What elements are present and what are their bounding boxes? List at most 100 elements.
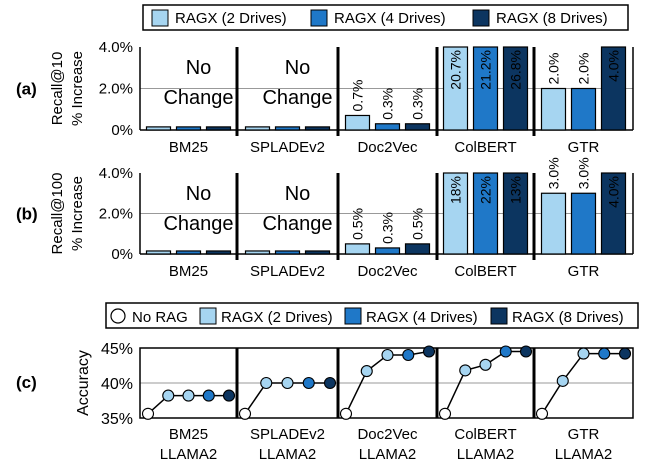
x-tick-label: LLAMA2 xyxy=(259,446,317,463)
bar-data-label: 20.7% xyxy=(448,50,464,90)
data-point xyxy=(459,364,472,377)
data-point xyxy=(360,365,373,378)
bar-data-label: 0.3% xyxy=(380,212,396,244)
x-tick-label: BM25 xyxy=(169,426,208,443)
bar xyxy=(472,172,499,255)
y-tick-label: 0% xyxy=(111,122,133,139)
bar-data-label: 3.0% xyxy=(576,157,592,189)
bar xyxy=(540,87,567,131)
data-point xyxy=(238,407,252,420)
bar xyxy=(404,123,431,131)
bar xyxy=(570,192,597,255)
y-tick-label: 0% xyxy=(111,246,133,263)
x-tick-label: SPLADEv2 xyxy=(250,426,325,443)
legend-swatch xyxy=(472,9,490,27)
y-tick-label: 45% xyxy=(101,341,133,358)
bar xyxy=(274,126,301,131)
x-tick-label: SPLADEv2 xyxy=(250,139,325,156)
bar-data-label: 22% xyxy=(478,176,494,204)
x-tick-label: BM25 xyxy=(169,263,208,280)
bar-data-label: 26.8% xyxy=(508,50,524,90)
data-point xyxy=(202,389,215,402)
legend-label: RAGX (4 Drives) xyxy=(334,10,446,27)
data-point xyxy=(323,376,337,390)
y-tick-label: 35% xyxy=(101,411,133,428)
bar xyxy=(304,250,331,255)
bar xyxy=(344,243,371,255)
bar xyxy=(472,46,499,131)
data-point xyxy=(499,345,512,358)
bar xyxy=(442,46,469,131)
no-change-label: No xyxy=(285,57,311,79)
data-point xyxy=(556,374,569,387)
legend-box xyxy=(105,302,639,329)
bar xyxy=(145,126,172,131)
bar-data-label: 3.0% xyxy=(546,157,562,189)
bar xyxy=(502,172,529,255)
panel-label: (c) xyxy=(16,373,37,392)
no-change-label: Change xyxy=(262,213,332,235)
bar-data-label: 0.7% xyxy=(350,80,366,112)
legend-label: RAGX (8 Drives) xyxy=(512,309,624,326)
no-change-label: Change xyxy=(163,213,233,235)
bar-data-label: 0.3% xyxy=(380,88,396,120)
series-line xyxy=(541,352,625,415)
bar xyxy=(274,250,301,255)
bar xyxy=(205,250,232,255)
panel-label: (b) xyxy=(16,205,38,224)
y-tick-label: 4.0% xyxy=(99,165,133,182)
no-change-label: Change xyxy=(163,87,233,109)
legend-box xyxy=(142,4,629,31)
no-change-label: Change xyxy=(262,87,332,109)
data-point xyxy=(182,389,195,402)
bar xyxy=(205,126,232,131)
bar xyxy=(304,126,331,131)
x-tick-label: LLAMA2 xyxy=(457,446,515,463)
bar xyxy=(374,123,401,131)
x-tick-label: SPLADEv2 xyxy=(250,263,325,280)
y-tick-label: 4.0% xyxy=(99,39,133,56)
bar xyxy=(175,250,202,255)
data-point xyxy=(402,348,415,362)
plot-frame xyxy=(139,347,634,419)
bar xyxy=(442,172,469,255)
legend-swatch xyxy=(310,9,328,27)
y-axis-label: % Increase xyxy=(69,51,86,126)
y-axis-label: Recall@10 xyxy=(49,52,66,126)
x-tick-label: GTR xyxy=(568,263,600,280)
x-tick-label: LLAMA2 xyxy=(160,446,218,463)
legend-label: RAGX (2 Drives) xyxy=(221,309,333,326)
bar-data-label: 2.0% xyxy=(546,53,562,85)
legend-swatch xyxy=(490,307,508,325)
data-point xyxy=(222,389,236,402)
data-point xyxy=(141,407,155,420)
panel-label: (a) xyxy=(16,80,37,99)
y-axis-label: Accuracy xyxy=(75,350,92,416)
y-tick-label: 2.0% xyxy=(99,206,133,223)
x-tick-label: GTR xyxy=(568,426,600,443)
x-tick-label: ColBERT xyxy=(454,139,516,156)
data-point xyxy=(260,376,273,390)
legend-marker xyxy=(110,308,126,324)
bar xyxy=(540,192,567,255)
bar xyxy=(600,172,627,255)
bar xyxy=(244,250,271,255)
y-tick-label: 2.0% xyxy=(99,81,133,98)
bar xyxy=(600,46,627,131)
data-point xyxy=(422,345,436,358)
data-point xyxy=(162,389,175,402)
x-tick-label: ColBERT xyxy=(454,263,516,280)
x-tick-label: BM25 xyxy=(169,139,208,156)
data-point xyxy=(519,345,533,358)
bar-data-label: 13% xyxy=(508,176,524,204)
data-point xyxy=(535,407,549,420)
bar xyxy=(175,126,202,131)
data-point xyxy=(302,376,315,390)
x-tick-label: LLAMA2 xyxy=(555,446,613,463)
bar xyxy=(374,247,401,255)
bar xyxy=(404,243,431,255)
data-point xyxy=(381,348,394,362)
bar-data-label: 0.5% xyxy=(350,208,366,240)
bar-data-label: 4.0% xyxy=(606,50,622,82)
x-tick-label: GTR xyxy=(568,139,600,156)
